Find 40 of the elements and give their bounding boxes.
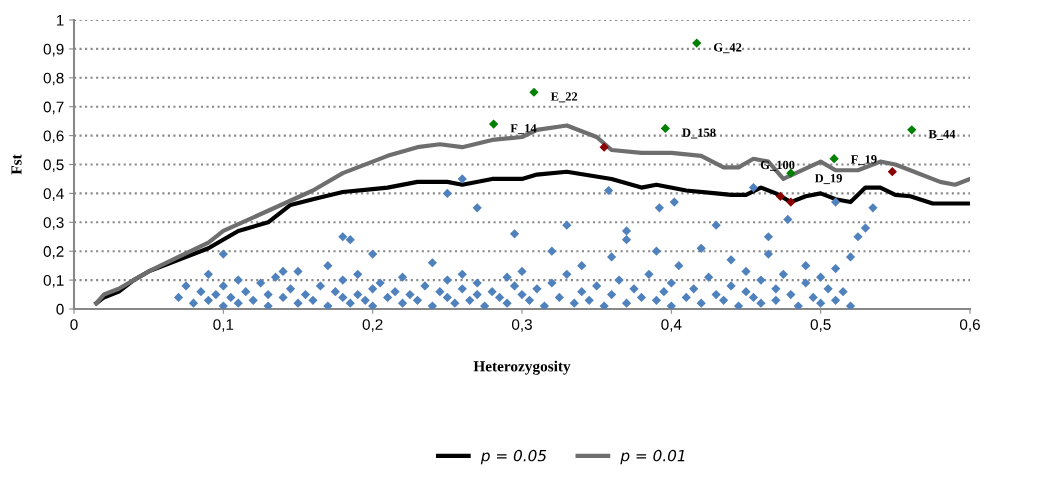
y-tick-label: 1 — [56, 15, 64, 26]
point — [786, 197, 796, 207]
x-tick-label: 0,6 — [959, 319, 980, 332]
y-tick-label: 0,3 — [43, 217, 64, 230]
annotation: F_14 — [510, 124, 537, 135]
annotation: G_42 — [714, 43, 742, 54]
y-axis-title: Fst — [11, 154, 22, 175]
y-tick-label: 0,1 — [43, 274, 64, 288]
point — [775, 191, 785, 201]
x-tick-label: 0,2 — [362, 319, 383, 332]
x-tick-label: 0,4 — [661, 319, 682, 332]
point — [692, 38, 702, 48]
annotation: E_22 — [550, 92, 578, 103]
y-tick-label: 0,9 — [43, 43, 64, 57]
annotation: D_158 — [682, 128, 716, 139]
line-series — [94, 123, 970, 306]
y-tick-label: 0,4 — [43, 188, 64, 201]
point — [660, 123, 670, 133]
point — [529, 87, 539, 97]
legend-label: p = 0.05 — [480, 449, 547, 465]
x-tick-label: 0,3 — [511, 319, 532, 332]
y-tick-label: 0,5 — [43, 159, 64, 172]
y-tick-label: 0,2 — [43, 246, 64, 259]
y-tick-label: 0 — [56, 303, 64, 315]
y-tick-label: 0,7 — [43, 101, 64, 115]
point — [489, 119, 499, 129]
point — [887, 167, 897, 177]
point — [829, 154, 839, 164]
point — [599, 142, 609, 152]
x-tick-label: 0,5 — [810, 319, 831, 332]
x-tick-label: 0,1 — [213, 319, 234, 332]
x-tick-label: 0 — [70, 319, 78, 330]
annotation: B_44 — [928, 129, 956, 140]
point — [907, 125, 917, 135]
y-tick-label: 0,8 — [43, 72, 64, 86]
legend-label: p = 0.01 — [620, 449, 685, 465]
x-axis-title: Heterozygosity — [473, 360, 571, 375]
y-tick-label: 0,6 — [43, 130, 64, 144]
annotation: D_19 — [814, 174, 842, 185]
annotation: F_19 — [850, 155, 877, 166]
